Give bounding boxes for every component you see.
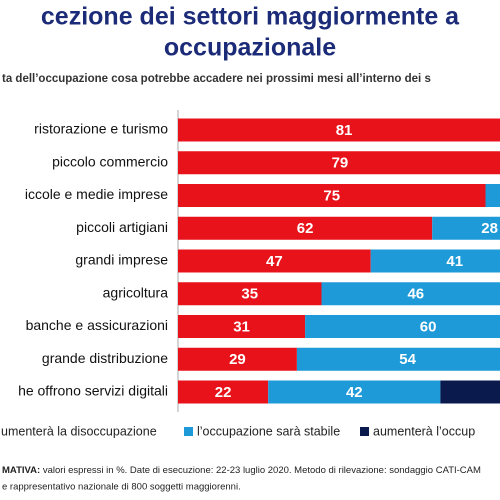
value-label: 54 bbox=[399, 351, 416, 368]
value-label: 41 bbox=[446, 253, 463, 270]
value-label: 60 bbox=[420, 318, 437, 335]
category-label: ristorazione e turismo bbox=[34, 121, 168, 137]
value-label: 35 bbox=[241, 286, 258, 303]
bar-segment bbox=[370, 249, 500, 273]
bar-segment bbox=[268, 380, 441, 404]
bar-segment bbox=[178, 151, 500, 175]
value-label: 79 bbox=[332, 155, 349, 172]
value-label: 31 bbox=[233, 318, 250, 335]
category-label: he offrono servizi digitali bbox=[18, 383, 168, 399]
chart-subtitle: ta dell’occupazione cosa potrebbe accade… bbox=[2, 73, 431, 85]
value-label: 22 bbox=[215, 384, 232, 401]
value-label: 42 bbox=[346, 384, 363, 401]
footnote-text: valori espressi in %. Date di esecuzione… bbox=[43, 465, 481, 476]
legend-label: aumenterà l’occup bbox=[373, 424, 475, 438]
footnote: e rappresentativo nazionale di 800 sogge… bbox=[2, 482, 241, 493]
bar-segment bbox=[440, 380, 500, 404]
legend-marker bbox=[360, 427, 369, 436]
legend-label: l’occupazione sarà stabile bbox=[197, 424, 340, 438]
footnote: MATIVA: valori espressi in %. Date di es… bbox=[2, 465, 481, 476]
value-label: 28 bbox=[481, 220, 498, 237]
value-label: 62 bbox=[297, 220, 314, 237]
bar-segment bbox=[178, 380, 269, 404]
category-label: iccole e medie imprese bbox=[25, 186, 168, 202]
chart-title: cezione dei settori maggiormente a bbox=[41, 3, 460, 31]
category-label: piccolo commercio bbox=[52, 153, 168, 169]
bar-segment bbox=[432, 216, 500, 240]
bar-segment bbox=[178, 282, 322, 306]
bar-segment bbox=[178, 347, 297, 371]
category-label: grande distribuzione bbox=[42, 350, 168, 366]
bar-segment bbox=[321, 282, 500, 306]
legend-label: umenterà la disoccupazione bbox=[1, 424, 157, 438]
bar-segment bbox=[178, 184, 486, 207]
chart-title: occupazionale bbox=[164, 34, 336, 62]
bar-segment bbox=[178, 216, 433, 240]
bar-segment bbox=[178, 249, 371, 273]
bar-segment bbox=[305, 315, 500, 338]
bar-segment bbox=[485, 184, 500, 207]
bar-segment bbox=[178, 118, 500, 142]
value-label: 47 bbox=[266, 253, 283, 270]
category-label: agricoltura bbox=[103, 284, 169, 300]
legend-marker bbox=[184, 427, 193, 436]
category-label: banche e assicurazioni bbox=[26, 317, 168, 333]
value-label: 81 bbox=[336, 122, 353, 139]
value-label: 75 bbox=[323, 187, 340, 204]
category-label: piccoli artigiani bbox=[76, 219, 168, 235]
bar-segment bbox=[178, 315, 306, 338]
footnote-bold: MATIVA: bbox=[2, 465, 40, 476]
value-label: 29 bbox=[229, 351, 246, 368]
category-label: grandi imprese bbox=[75, 252, 168, 268]
bar-segment bbox=[296, 347, 500, 371]
value-label: 46 bbox=[407, 286, 424, 303]
